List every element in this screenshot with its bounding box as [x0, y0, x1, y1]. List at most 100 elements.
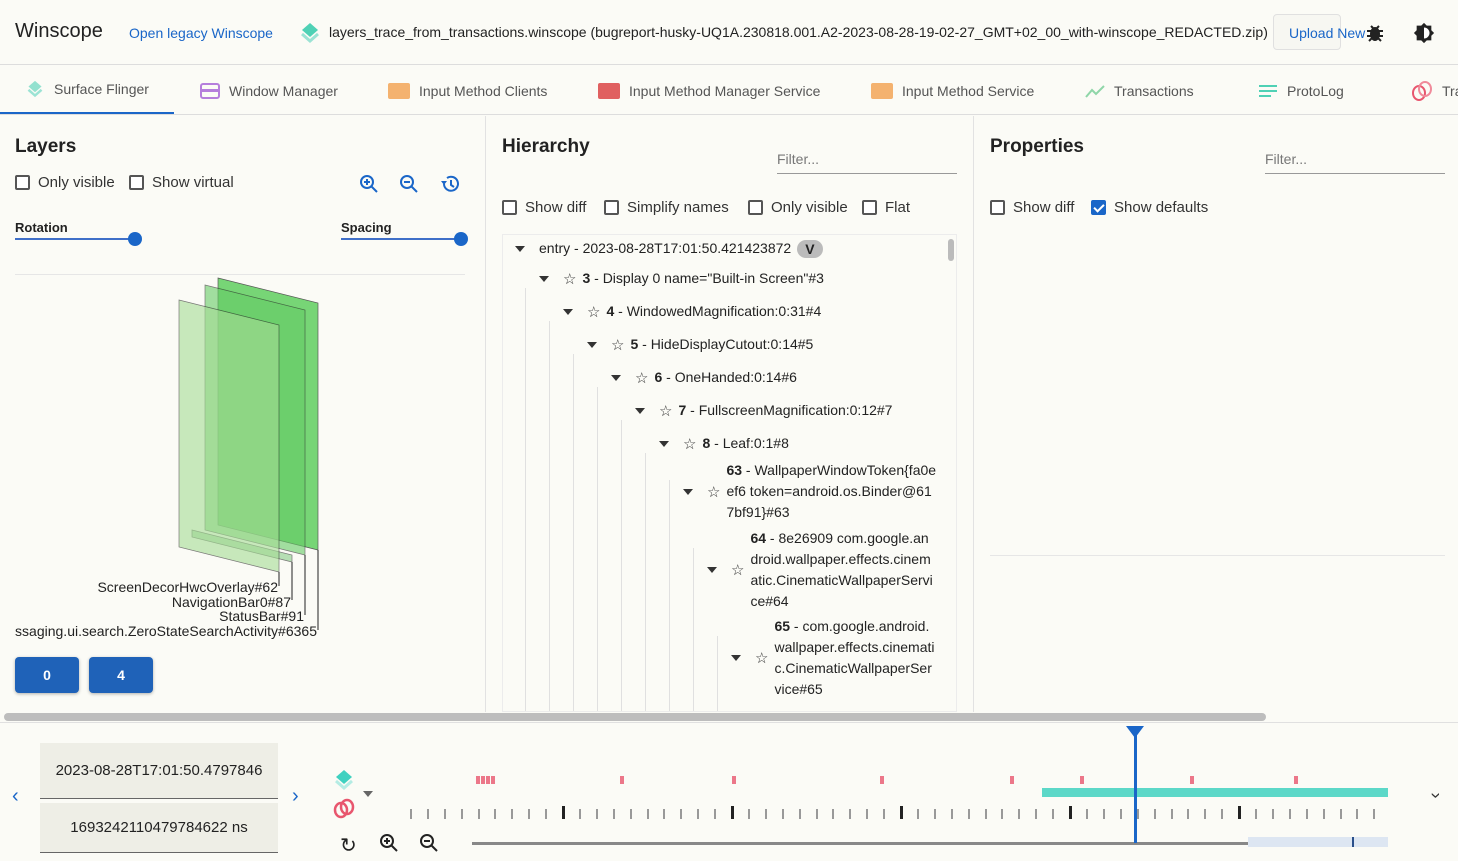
- trace-select-dropdown-icon[interactable]: [363, 791, 373, 797]
- pin-star-icon[interactable]: ☆: [659, 402, 673, 420]
- collapse-icon[interactable]: [683, 488, 693, 495]
- layers-entry-tick[interactable]: [461, 809, 463, 819]
- layers-entry-tick[interactable]: [579, 809, 581, 819]
- layers-entry-tick[interactable]: [494, 809, 496, 819]
- transaction-entry-mark[interactable]: [486, 776, 490, 784]
- layers-3d-view[interactable]: [0, 260, 486, 640]
- tab-input-method-service[interactable]: Input Method Service: [871, 66, 1034, 114]
- layers-entry-tick[interactable]: [866, 809, 868, 819]
- tab-transitions[interactable]: Tra: [1411, 66, 1458, 114]
- flat-checkbox[interactable]: Flat: [862, 199, 910, 216]
- layers-entry-tick[interactable]: [697, 809, 699, 819]
- transaction-entry-mark[interactable]: [481, 776, 485, 784]
- tree-node-root[interactable]: entry - 2023-08-28T17:01:50.421423872 V: [515, 238, 823, 259]
- next-entry-button[interactable]: ›: [292, 785, 299, 807]
- layers-entry-tick[interactable]: [985, 809, 987, 819]
- layers-entry-tick[interactable]: [1018, 809, 1020, 819]
- tree-node[interactable]: ☆ 5 - HideDisplayCutout:0:14#5: [587, 334, 813, 355]
- checkbox-box[interactable]: [748, 200, 763, 215]
- collapse-icon[interactable]: [659, 440, 669, 447]
- tree-scrollbar[interactable]: [948, 239, 954, 261]
- collapse-icon[interactable]: [587, 341, 597, 348]
- tree-node[interactable]: ☆ 6 - OneHanded:0:14#6: [611, 367, 797, 388]
- layers-entry-tick[interactable]: [1187, 809, 1189, 819]
- pin-star-icon[interactable]: ☆: [587, 303, 601, 321]
- show-diff-checkbox[interactable]: Show diff: [502, 199, 586, 216]
- layers-entry-tick[interactable]: [1171, 809, 1173, 819]
- layers-trace-icon[interactable]: [334, 769, 354, 791]
- tree-node[interactable]: ☆ 7 - FullscreenMagnification:0:12#7: [635, 400, 892, 421]
- checkbox-box[interactable]: [502, 200, 517, 215]
- zoom-in-icon[interactable]: [359, 174, 379, 194]
- checkbox-box[interactable]: [862, 200, 877, 215]
- layers-entry-tick[interactable]: [1204, 809, 1206, 819]
- layers-entry-tick[interactable]: [1120, 809, 1122, 819]
- layers-entry-tick[interactable]: [1373, 809, 1375, 819]
- timeline-tracks[interactable]: [0, 723, 1458, 861]
- layers-entry-tick[interactable]: [1255, 809, 1257, 819]
- checkbox-box[interactable]: [15, 175, 30, 190]
- upload-new-button[interactable]: Upload New: [1273, 14, 1365, 50]
- tab-input-method-clients[interactable]: Input Method Clients: [388, 66, 547, 114]
- layers-entry-tick[interactable]: [630, 809, 632, 819]
- layers-entry-tick[interactable]: [427, 809, 429, 819]
- timestamp-ns-input[interactable]: 1693242110479784622 ns: [40, 803, 278, 853]
- prev-entry-button[interactable]: ‹: [12, 785, 19, 807]
- timeline-axis[interactable]: [472, 842, 1248, 845]
- layers-entry-tick[interactable]: [562, 806, 565, 819]
- reset-zoom-icon[interactable]: ↻: [340, 835, 357, 857]
- layers-entry-tick[interactable]: [1221, 809, 1223, 819]
- pin-star-icon[interactable]: ☆: [731, 562, 745, 579]
- layers-entry-tick[interactable]: [613, 809, 615, 819]
- tab-window-manager[interactable]: Window Manager: [200, 66, 338, 114]
- layers-entry-tick[interactable]: [511, 809, 513, 819]
- layers-entry-tick[interactable]: [1052, 809, 1054, 819]
- collapse-icon[interactable]: [731, 655, 741, 661]
- tree-node[interactable]: ☆ 64 - 8e26909 com.google.android.wallpap…: [707, 528, 936, 612]
- collapse-icon[interactable]: [611, 374, 621, 381]
- layers-entry-tick[interactable]: [1306, 809, 1308, 819]
- transaction-entry-mark[interactable]: [620, 776, 624, 784]
- show-defaults-checkbox[interactable]: Show defaults: [1091, 199, 1208, 216]
- layers-entry-tick[interactable]: [1103, 809, 1105, 819]
- rotation-slider[interactable]: [15, 238, 135, 240]
- layers-entry-tick[interactable]: [1069, 806, 1072, 819]
- layers-entry-tick[interactable]: [849, 809, 851, 819]
- transactions-trace-icon[interactable]: [333, 798, 355, 820]
- layers-entry-tick[interactable]: [782, 809, 784, 819]
- tree-node[interactable]: ☆ 65 - com.google.android.wallpaper.effec…: [731, 616, 938, 700]
- checkbox-box[interactable]: [1091, 200, 1106, 215]
- rotation-slider-handle[interactable]: [128, 232, 142, 246]
- layers-entry-tick[interactable]: [647, 809, 649, 819]
- layers-entry-tick[interactable]: [444, 809, 446, 819]
- display-button-4[interactable]: 4: [89, 657, 153, 693]
- spacing-slider-handle[interactable]: [454, 232, 468, 246]
- show-virtual-checkbox[interactable]: Show virtual: [129, 174, 234, 191]
- layers-entry-tick[interactable]: [596, 809, 598, 819]
- layer-label[interactable]: StatusBar#91: [219, 608, 304, 624]
- layers-entry-tick[interactable]: [1238, 806, 1241, 819]
- transaction-entry-mark[interactable]: [732, 776, 736, 784]
- layers-entry-tick[interactable]: [917, 809, 919, 819]
- reset-view-icon[interactable]: [439, 174, 461, 194]
- layers-entry-tick[interactable]: [1272, 809, 1274, 819]
- only-visible-checkbox[interactable]: Only visible: [15, 174, 115, 191]
- layers-entry-tick[interactable]: [1323, 809, 1325, 819]
- transaction-entry-mark[interactable]: [1294, 776, 1298, 784]
- collapse-icon[interactable]: [635, 407, 645, 414]
- horizontal-scrollbar[interactable]: [4, 713, 1266, 721]
- timeline-minimap-handle[interactable]: [1352, 837, 1354, 847]
- simplify-names-checkbox[interactable]: Simplify names: [604, 199, 729, 216]
- collapse-icon[interactable]: [563, 308, 573, 315]
- layers-entry-tick[interactable]: [883, 809, 885, 819]
- layers-entry-tick[interactable]: [478, 809, 480, 819]
- playhead-handle[interactable]: [1126, 726, 1144, 738]
- properties-filter-input[interactable]: Filter...: [1265, 151, 1445, 174]
- zoom-out-icon[interactable]: [419, 833, 439, 853]
- layers-entry-tick[interactable]: [1340, 809, 1342, 819]
- layers-entry-tick[interactable]: [410, 809, 412, 819]
- open-legacy-link[interactable]: Open legacy Winscope: [129, 25, 273, 41]
- only-visible-checkbox[interactable]: Only visible: [748, 199, 848, 216]
- layers-entry-tick[interactable]: [1086, 809, 1088, 819]
- zoom-in-icon[interactable]: [379, 833, 399, 853]
